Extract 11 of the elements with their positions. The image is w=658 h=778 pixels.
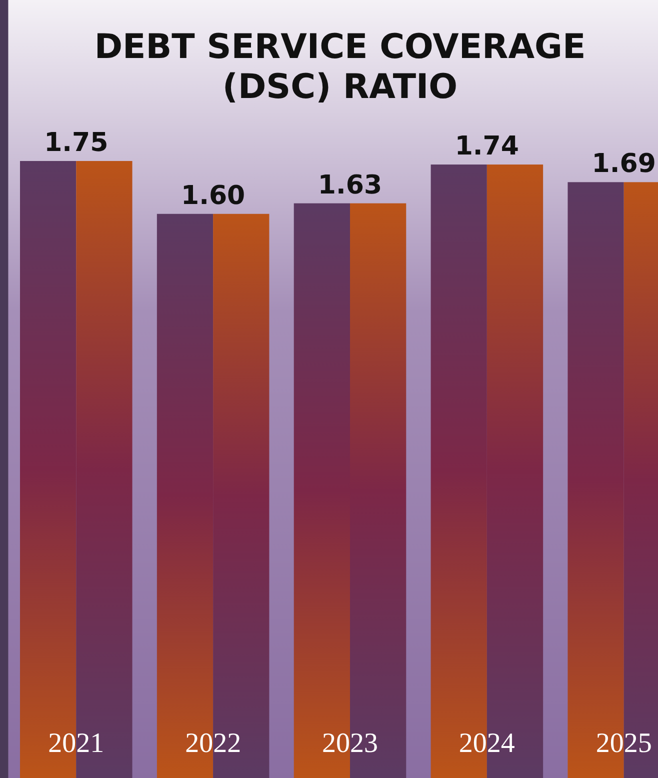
data-label: 1.63 xyxy=(318,170,382,200)
data-label: 1.69 xyxy=(592,149,656,180)
x-tick-label: 2022 xyxy=(185,728,242,759)
data-label: 1.74 xyxy=(454,132,520,162)
chart-title: DEBT SERVICE COVERAGE (DSC) RATIO xyxy=(94,27,586,107)
data-label: 1.60 xyxy=(180,180,246,211)
data-label: 1.75 xyxy=(44,128,108,158)
x-tick-label: 2024 xyxy=(458,728,515,759)
x-tick-label: 2025 xyxy=(596,728,652,759)
x-tick-label: 2021 xyxy=(48,728,104,759)
x-tick-label: 2023 xyxy=(322,728,378,759)
